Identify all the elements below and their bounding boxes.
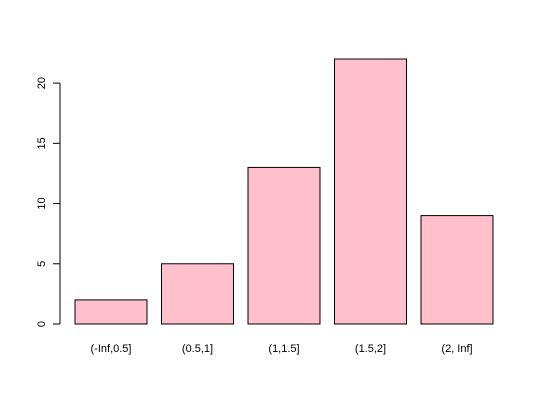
bar	[161, 263, 234, 325]
x-category-label: (1.5,2]	[355, 343, 386, 355]
y-tick-label: 5	[36, 261, 48, 267]
bar	[334, 58, 407, 325]
y-tick-label: 0	[36, 321, 48, 327]
x-category-label: (1,1.5]	[268, 343, 299, 355]
y-tick-label: 10	[36, 197, 48, 209]
x-axis-labels: (-Inf,0.5] (0.5,1] (1,1.5] (1.5,2] (2, Inf]	[91, 343, 473, 355]
x-category-label: (2, Inf]	[441, 343, 472, 355]
x-category-label: (-Inf,0.5]	[91, 343, 132, 355]
x-category-label: (0.5,1]	[182, 343, 213, 355]
bar	[247, 166, 321, 325]
y-tick-label: 20	[36, 77, 48, 89]
y-tick-label: 15	[36, 137, 48, 149]
bar	[74, 299, 148, 325]
y-axis: 0 5 10 15 20	[36, 77, 61, 327]
bars	[74, 58, 494, 325]
bar	[420, 215, 494, 325]
